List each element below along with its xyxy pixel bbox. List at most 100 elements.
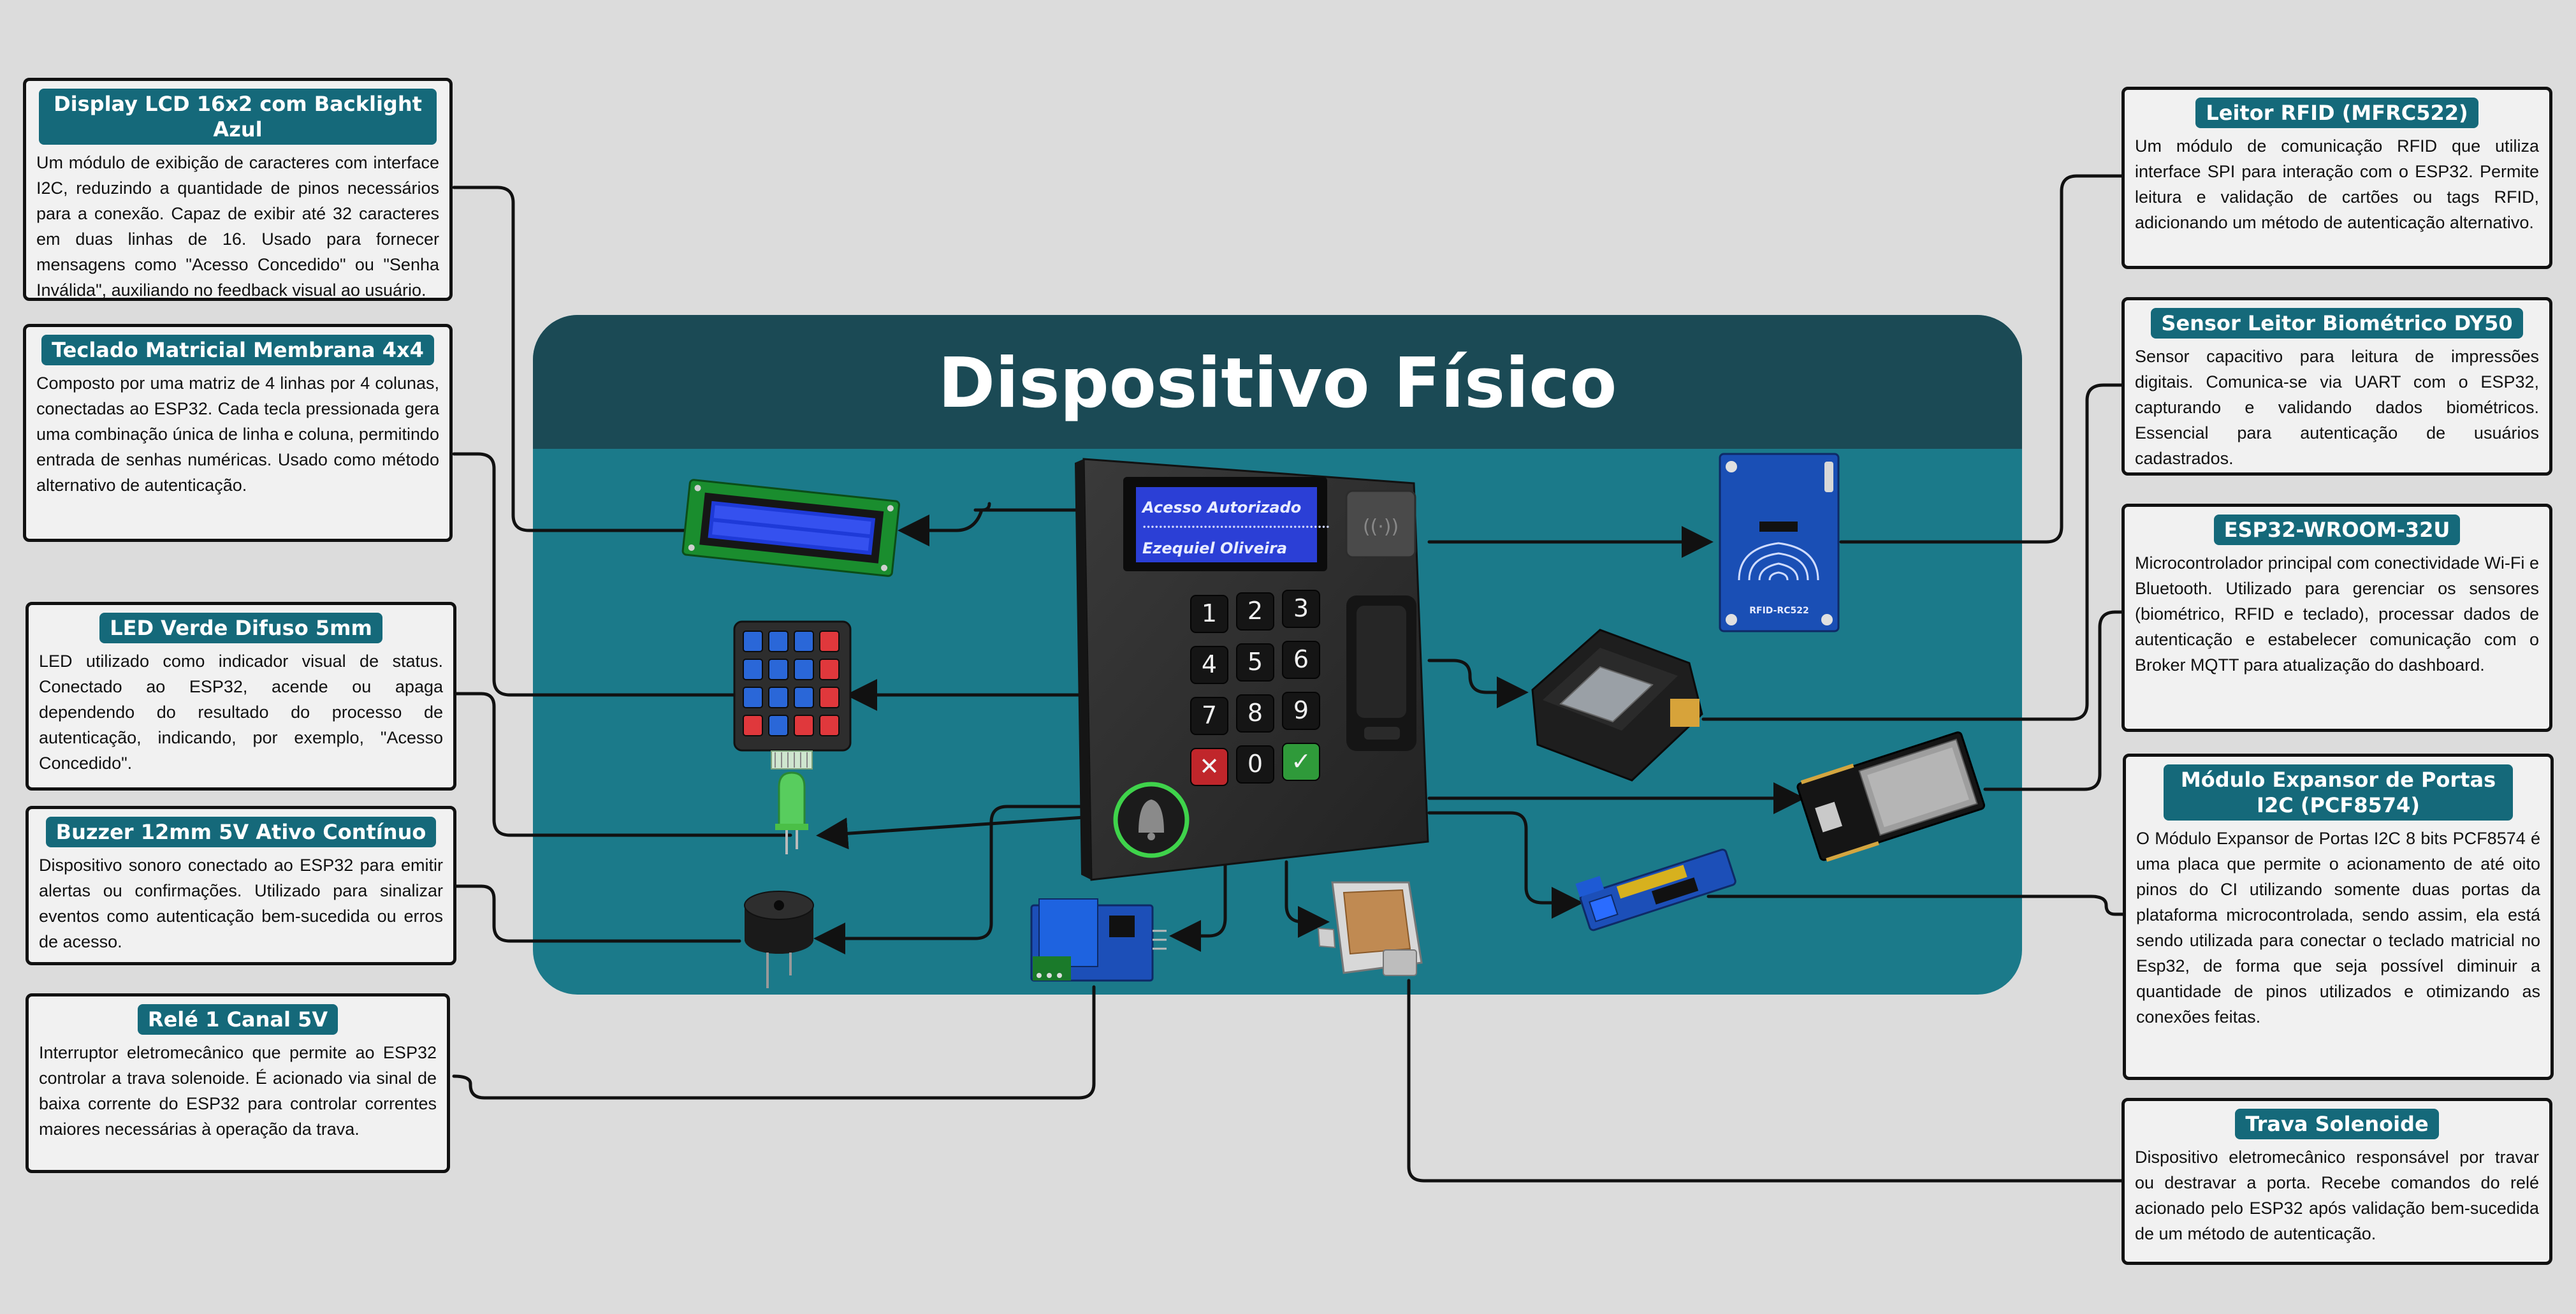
membrane-key <box>819 659 840 680</box>
membrane-key <box>768 659 789 680</box>
card-lcd-title: Display LCD 16x2 com Backlight Azul <box>38 89 437 145</box>
connector-relay-card <box>452 985 1096 1100</box>
pcf8574-module <box>1575 849 1736 931</box>
lcd-module <box>681 479 900 577</box>
membrane-key <box>819 687 840 708</box>
card-relay: Relé 1 Canal 5V Interruptor eletromecâni… <box>25 993 450 1173</box>
connector-buzzer <box>813 805 1086 954</box>
device-key <box>1282 641 1320 679</box>
panel-header <box>533 315 2022 449</box>
connector-buzzer-card <box>452 884 741 943</box>
connector-lock-card <box>1407 979 2127 1183</box>
membrane-keypad <box>733 620 852 770</box>
card-rfid: Leitor RFID (MFRC522) Um módulo de comun… <box>2121 87 2552 269</box>
connector-bio <box>1427 659 1529 708</box>
bell-icon <box>1139 799 1164 833</box>
fingerprint-sensor <box>1531 629 1703 782</box>
device-key-label: 8 <box>1248 699 1263 727</box>
membrane-key <box>743 715 763 736</box>
svg-text:((·)): ((·)) <box>1363 516 1399 538</box>
card-relay-description: Interruptor eletromecânico que permite a… <box>39 1043 437 1139</box>
membrane-key <box>768 687 789 708</box>
device-key <box>1236 643 1274 682</box>
rfid-reader-area <box>1345 490 1416 558</box>
device-keypad: 1 2 3 4 5 6 7 8 9 ✕ 0 ✓ <box>1190 590 1320 786</box>
card-lcd-description: Um módulo de exibição de caracteres com … <box>36 153 439 300</box>
card-bio: Sensor Leitor Biométrico DY50 Sensor cap… <box>2121 297 2552 476</box>
rfid-module: RFID-RC522 <box>1719 453 1840 632</box>
connector-pcf-card <box>1706 894 2127 916</box>
membrane-key <box>794 631 814 652</box>
connector-bio-card <box>1701 383 2125 721</box>
connector-led <box>816 815 1086 850</box>
card-keypad-description: Composto por uma matriz de 4 linhas por … <box>36 374 439 495</box>
membrane-key <box>768 715 789 736</box>
card-esp-description: Microcontrolador principal com conectivi… <box>2135 553 2539 675</box>
card-led: LED Verde Difuso 5mm LED utilizado como … <box>25 602 456 791</box>
relay-module <box>1030 898 1167 982</box>
device-key-label: 0 <box>1248 750 1263 778</box>
membrane-key <box>819 631 840 652</box>
connector-lcd <box>898 508 1086 546</box>
rfid-board-label: RFID-RC522 <box>1749 606 1809 616</box>
device-key <box>1282 590 1320 628</box>
card-lock: Trava Solenoide Dispositivo eletromecâni… <box>2121 1098 2552 1265</box>
card-bio-title: Sensor Leitor Biométrico DY50 <box>2151 308 2523 339</box>
access-device: Acesso Autorizado ••••••••••••••••••••••… <box>1075 458 1429 881</box>
connector-rfid-card <box>1839 174 2125 544</box>
card-rfid-description: Um módulo de comunicação RFID que utiliz… <box>2135 136 2539 232</box>
device-key-label: 2 <box>1248 597 1263 625</box>
card-led-title: LED Verde Difuso 5mm <box>99 613 382 643</box>
svg-text:••••••••••••••••••••••••••••••: ••••••••••••••••••••••••••••••••••••••••… <box>1142 524 1330 531</box>
lcd-line-1: Acesso Autorizado <box>1141 499 1301 516</box>
card-lcd: Display LCD 16x2 com Backlight Azul Um m… <box>23 78 453 301</box>
card-pcf-description: O Módulo Expansor de Portas I2C 8 bits P… <box>2136 829 2540 1026</box>
device-key <box>1236 745 1274 784</box>
device-key <box>1282 743 1320 781</box>
device-key <box>1282 692 1320 730</box>
device-key-label: 1 <box>1202 599 1217 627</box>
solenoid-lock <box>1317 881 1423 976</box>
device-key <box>1190 748 1228 786</box>
esp32-board <box>1796 731 1986 862</box>
buzzer <box>744 891 814 988</box>
connector-lock <box>1284 860 1330 938</box>
device-key-label: 6 <box>1293 645 1309 673</box>
panel-title: Dispositivo Físico <box>938 344 1617 423</box>
lcd-screen <box>1136 487 1317 562</box>
connector-lcd-left <box>452 186 697 532</box>
membrane-key <box>768 631 789 652</box>
connector-pcf <box>1427 811 1583 919</box>
device-key <box>1190 595 1228 633</box>
device-key <box>1236 592 1274 631</box>
card-keypad-title: Teclado Matricial Membrana 4x4 <box>41 335 434 365</box>
connector-keypad-card <box>452 452 741 697</box>
lcd-line-2: Ezequiel Oliveira <box>1142 539 1287 557</box>
card-bio-description: Sensor capacitivo para leitura de impres… <box>2135 347 2539 468</box>
device-key-label: 7 <box>1202 701 1217 729</box>
device-key <box>1190 646 1228 684</box>
card-pcf: Módulo Expansor de Portas I2C (PCF8574) … <box>2123 754 2554 1080</box>
card-buzzer: Buzzer 12mm 5V Ativo Contínuo Dispositiv… <box>25 806 456 965</box>
card-buzzer-description: Dispositivo sonoro conectado ao ESP32 pa… <box>39 856 443 951</box>
card-relay-title: Relé 1 Canal 5V <box>137 1004 338 1035</box>
membrane-key <box>819 715 840 736</box>
green-led <box>775 771 808 854</box>
card-rfid-title: Leitor RFID (MFRC522) <box>2195 98 2478 128</box>
card-esp: ESP32-WROOM-32U Microcontrolador princip… <box>2121 504 2552 732</box>
membrane-key <box>794 715 814 736</box>
membrane-key <box>743 659 763 680</box>
device-key-label: ✓ <box>1291 747 1311 775</box>
card-led-description: LED utilizado como indicador visual de s… <box>39 652 443 773</box>
membrane-key <box>743 687 763 708</box>
device-key-label: 4 <box>1202 650 1217 678</box>
connector-led-card <box>452 692 792 837</box>
device-key-label: 9 <box>1293 696 1309 724</box>
device-key-label: 5 <box>1248 648 1263 676</box>
device-key-label: ✕ <box>1199 752 1219 780</box>
card-pcf-title: Módulo Expansor de Portas I2C (PCF8574) <box>2163 764 2514 821</box>
connector-esp-card <box>1983 610 2125 791</box>
card-keypad: Teclado Matricial Membrana 4x4 Composto … <box>23 324 453 542</box>
